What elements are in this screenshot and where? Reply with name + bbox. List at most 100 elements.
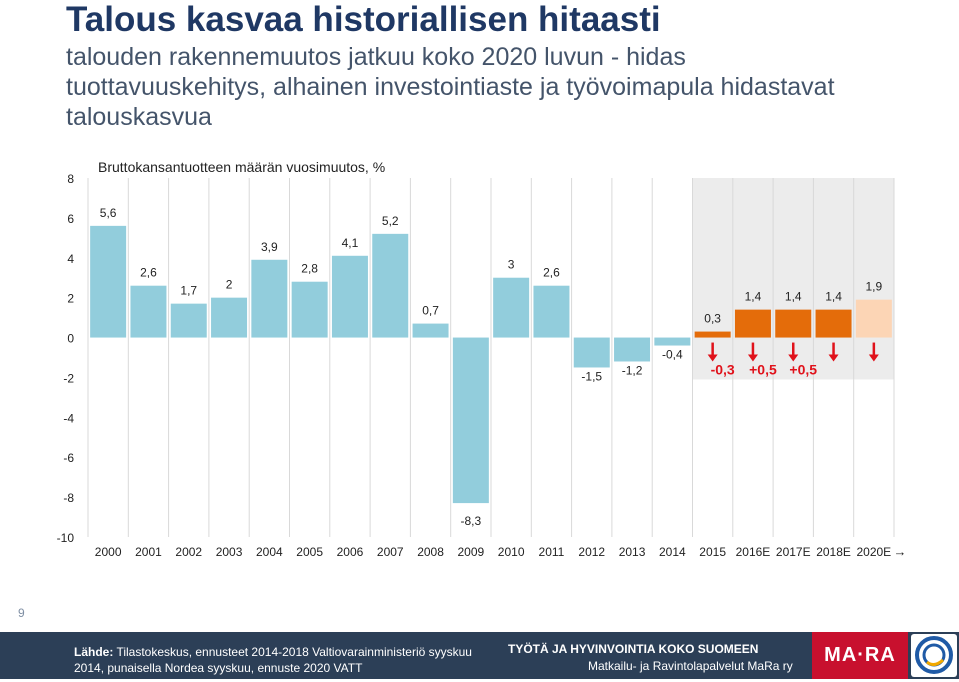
x-tick-label: 2015 <box>699 545 726 559</box>
x-tick-label: 2007 <box>377 545 404 559</box>
value-labels: 5,6 2,6 1,7 2 3,9 2,8 4,1 5,2 0,7 -8,3 3 2,6 -1,5 -1,… <box>100 206 883 528</box>
revision-arrow-icon <box>747 342 758 362</box>
mara-logo: MA·RA <box>812 632 908 679</box>
y-tick-label: -2 <box>63 371 74 385</box>
revision-markers: -0,3 +0,5 +0,5 <box>707 342 879 378</box>
value-label: 2,8 <box>301 262 318 276</box>
bar <box>573 337 610 368</box>
value-label: 1,4 <box>825 290 842 304</box>
value-label: 3 <box>508 258 515 272</box>
bar <box>291 281 328 338</box>
bar <box>533 285 570 338</box>
value-label: 1,9 <box>866 280 883 294</box>
y-tick-label: -10 <box>57 531 75 545</box>
org-slogan: TYÖTÄ JA HYVINVOINTIA KOKO SUOMEEN <box>508 642 759 656</box>
value-label: -1,2 <box>622 363 643 377</box>
arrow-head <box>868 354 879 362</box>
value-label: 3,9 <box>261 240 278 254</box>
revision-arrow-icon <box>707 342 718 362</box>
x-tick-label: 2000 <box>95 545 122 559</box>
y-tick-label: -8 <box>63 491 74 505</box>
bar <box>412 323 449 338</box>
arrow-head <box>707 354 718 362</box>
x-tick-label: 2009 <box>457 545 484 559</box>
x-tick-label: 2017E <box>776 545 811 559</box>
x-tick-label: 2001 <box>135 545 162 559</box>
bar <box>815 309 852 338</box>
bar <box>452 337 489 504</box>
x-tick-label: 2016E <box>736 545 771 559</box>
x-tick-label: 2020E <box>856 545 891 559</box>
value-label: 5,6 <box>100 206 117 220</box>
footer: Lähde: Tilastokeskus, ennusteet 2014-201… <box>0 632 959 679</box>
x-axis-arrow-icon: → <box>894 544 907 559</box>
page-subtitle: talouden rakennemuutos jatkuu koko 2020 … <box>66 43 835 131</box>
y-tick-label: 6 <box>67 212 74 226</box>
page-number: 9 <box>18 606 25 620</box>
bar <box>372 233 409 338</box>
x-tick-label: 2018E <box>816 545 851 559</box>
chart-title: Bruttokansantuotteen määrän vuosimuutos,… <box>98 159 385 175</box>
revision-label: +0,5 <box>749 362 777 378</box>
bar <box>614 337 651 362</box>
arrow-head <box>788 354 799 362</box>
bar <box>493 277 530 338</box>
value-label: -0,4 <box>662 348 683 362</box>
y-tick-label: -4 <box>63 411 74 425</box>
bar <box>170 303 207 338</box>
value-label: 1,4 <box>785 290 802 304</box>
source-label: Lähde: <box>74 645 114 659</box>
value-label: 2 <box>226 278 233 292</box>
value-label: 5,2 <box>382 214 399 228</box>
source-text: Tilastokeskus, ennusteet 2014-2018 Valti… <box>74 645 472 675</box>
value-label: 0,3 <box>704 312 721 326</box>
bar <box>654 337 691 346</box>
x-tick-label: 2004 <box>256 545 283 559</box>
y-tick-label: 0 <box>67 332 74 346</box>
value-label: 4,1 <box>342 236 359 250</box>
x-tick-label: 2014 <box>659 545 686 559</box>
x-tick-label: 2012 <box>578 545 605 559</box>
bar <box>130 285 167 338</box>
revision-label: +0,5 <box>789 362 817 378</box>
bar <box>90 225 127 338</box>
x-tick-label: 2010 <box>498 545 525 559</box>
bar <box>734 309 771 338</box>
value-label: 1,7 <box>180 284 197 298</box>
bar <box>694 331 731 338</box>
x-tick-label: 2003 <box>216 545 243 559</box>
source-note: Lähde: Tilastokeskus, ennusteet 2014-201… <box>74 644 504 676</box>
bar <box>251 259 288 338</box>
x-tick-label: 2005 <box>296 545 323 559</box>
value-label: -1,5 <box>581 369 602 383</box>
arrow-head <box>747 354 758 362</box>
y-tick-label: 4 <box>67 252 74 266</box>
x-tick-label: 2013 <box>619 545 646 559</box>
x-tick-label: 2008 <box>417 545 444 559</box>
value-label: 2,6 <box>543 266 560 280</box>
org-name: Matkailu- ja Ravintolapalvelut MaRa ry <box>588 659 793 673</box>
x-tick-label: 2002 <box>175 545 202 559</box>
revision-arrow-icon <box>868 342 879 362</box>
value-label: 1,4 <box>745 290 762 304</box>
emblem-logo-icon <box>911 634 957 677</box>
value-label: 0,7 <box>422 304 439 318</box>
value-label: 2,6 <box>140 266 157 280</box>
y-axis: 8 6 4 2 0 -2 -4 -6 -8 -10 <box>57 172 75 545</box>
chart-grid <box>87 178 895 537</box>
x-tick-label: 2006 <box>337 545 364 559</box>
revision-label: -0,3 <box>711 362 735 378</box>
bar <box>211 297 248 338</box>
value-label: -8,3 <box>461 514 482 528</box>
bar <box>855 299 892 338</box>
arrow-head <box>828 354 839 362</box>
revision-arrow-icon <box>788 342 799 362</box>
page-title: Talous kasvaa historiallisen hitaasti <box>66 0 661 39</box>
bars <box>90 225 892 504</box>
bar <box>331 255 368 338</box>
x-tick-label: 2011 <box>539 545 565 559</box>
bar <box>775 309 812 338</box>
x-axis: 2000 2001 2002 2003 2004 2005 2006 2007 2008 2009… <box>95 544 907 559</box>
y-tick-label: -6 <box>63 451 74 465</box>
y-tick-label: 8 <box>67 172 74 186</box>
